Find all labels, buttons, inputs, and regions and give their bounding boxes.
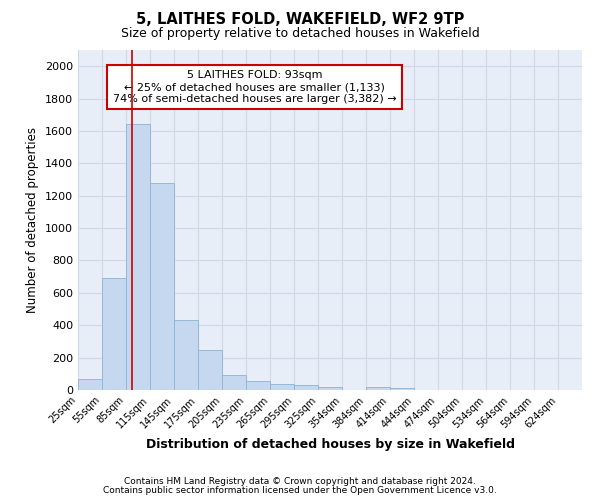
Bar	[271, 384, 295, 390]
Bar	[246, 381, 271, 390]
Bar	[319, 387, 343, 390]
Bar	[295, 385, 319, 390]
Text: Size of property relative to detached houses in Wakefield: Size of property relative to detached ho…	[121, 28, 479, 40]
Bar	[198, 350, 222, 390]
Bar	[102, 278, 126, 390]
Bar	[126, 124, 150, 390]
Text: Contains HM Land Registry data © Crown copyright and database right 2024.: Contains HM Land Registry data © Crown c…	[124, 477, 476, 486]
Y-axis label: Number of detached properties: Number of detached properties	[26, 127, 40, 313]
Text: Contains public sector information licensed under the Open Government Licence v3: Contains public sector information licen…	[103, 486, 497, 495]
Bar	[78, 380, 102, 390]
Bar	[150, 183, 174, 390]
Bar	[389, 388, 414, 390]
Text: 5, LAITHES FOLD, WAKEFIELD, WF2 9TP: 5, LAITHES FOLD, WAKEFIELD, WF2 9TP	[136, 12, 464, 28]
Bar	[174, 320, 198, 390]
Text: 5 LAITHES FOLD: 93sqm
← 25% of detached houses are smaller (1,133)
74% of semi-d: 5 LAITHES FOLD: 93sqm ← 25% of detached …	[113, 70, 396, 104]
Bar	[365, 387, 389, 390]
Bar	[222, 376, 246, 390]
X-axis label: Distribution of detached houses by size in Wakefield: Distribution of detached houses by size …	[146, 438, 515, 451]
